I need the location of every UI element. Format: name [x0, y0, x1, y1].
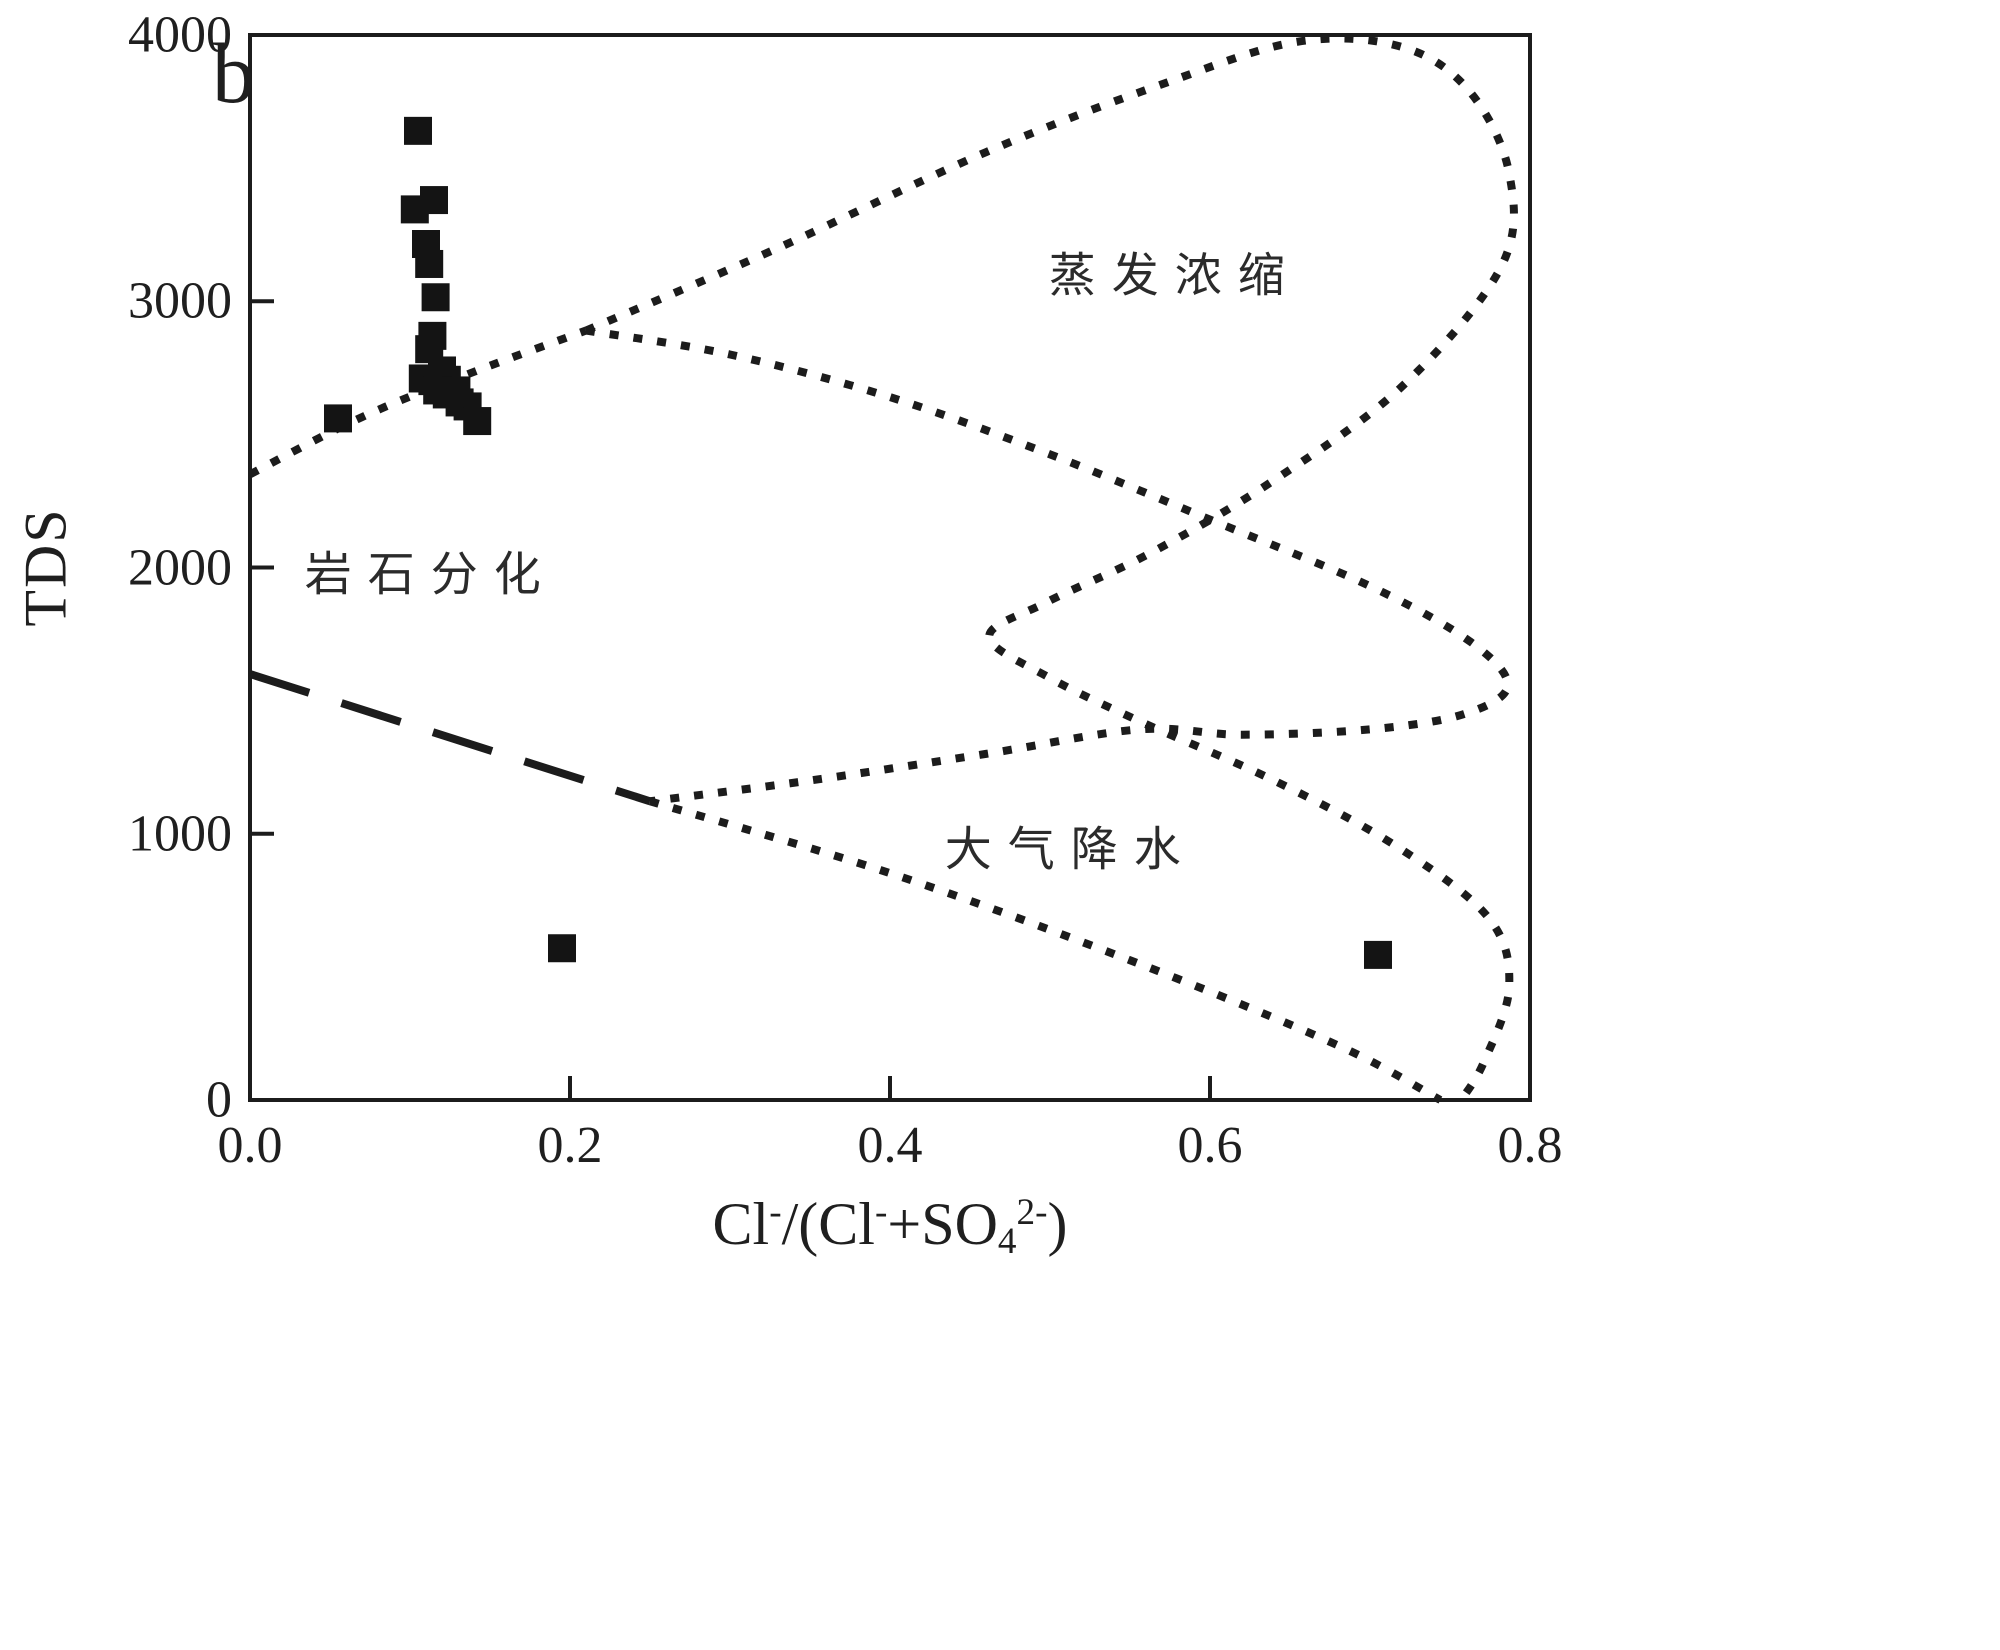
x-axis-title-part: +SO: [887, 1191, 998, 1257]
evaporation-loop-outline: [584, 34, 1518, 1103]
x-axis-title-part: /(Cl: [781, 1191, 875, 1257]
region-label-evaporation-concentration: 蒸发浓缩: [1048, 250, 1301, 303]
y-tick-label: 0: [206, 1071, 232, 1129]
region-label-rock-weathering: 岩石分化: [304, 549, 557, 602]
x-axis-title-part: ): [1047, 1191, 1068, 1257]
x-tick-label: 0.2: [537, 1117, 603, 1174]
data-point-water-samples: [463, 407, 492, 436]
evaporation-inner-boundary: [585, 326, 1512, 806]
subscript-four: 4: [997, 1221, 1017, 1263]
x-tick-label: 0.4: [857, 1117, 923, 1174]
y-tick-label: 1000: [128, 805, 232, 863]
region-label-atmospheric-precipitation: 大气降水: [944, 824, 1197, 877]
x-tick-label: 0.6: [1177, 1117, 1243, 1174]
panel-letter: b: [212, 25, 255, 121]
rock-weathering-evaporation-boundary: [248, 326, 588, 478]
data-point-water-samples: [420, 186, 448, 215]
superscript-two-minus: 2-: [1016, 1191, 1048, 1233]
data-point-water-samples: [548, 934, 576, 963]
precipitation-left-boundary: [648, 797, 1443, 1104]
data-point-water-samples: [1364, 940, 1392, 969]
x-axis-title-part: Cl: [712, 1191, 770, 1257]
data-point-water-samples: [415, 249, 444, 278]
data-point-water-samples: [324, 404, 352, 433]
superscript-minus: -: [769, 1191, 782, 1233]
superscript-minus: -: [874, 1191, 888, 1233]
x-tick-label: 0.0: [217, 1117, 283, 1174]
y-tick-label: 4000: [128, 6, 232, 64]
y-tick-label: 2000: [128, 539, 232, 596]
rock-weathering-precipitation-divider: [248, 670, 652, 806]
x-axis-title: Cl-/(Cl-+SO42-): [712, 1190, 1068, 1263]
data-point-water-samples: [404, 116, 432, 145]
data-point-water-samples: [421, 283, 450, 312]
x-tick-label: 0.8: [1497, 1117, 1563, 1174]
y-tick-label: 3000: [128, 272, 232, 330]
